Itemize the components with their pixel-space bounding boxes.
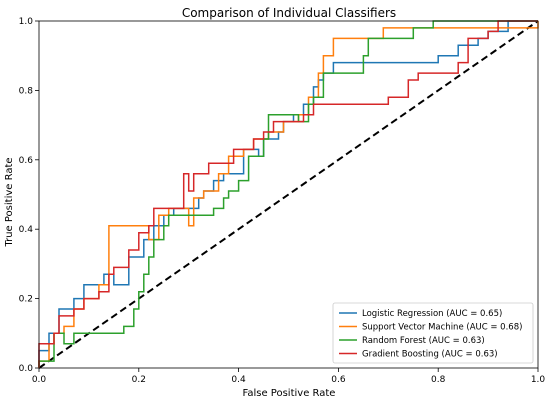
x-tick-label: 0.0 bbox=[32, 375, 47, 385]
x-tick-label: 1.0 bbox=[531, 375, 546, 385]
y-tick-label: 0.6 bbox=[19, 156, 34, 166]
legend: Logistic Regression (AUC = 0.65) Support … bbox=[332, 302, 534, 364]
x-axis-label: False Positive Rate bbox=[243, 388, 336, 399]
y-axis-label: True Positive Rate bbox=[4, 157, 15, 247]
y-tick-label: 0.8 bbox=[19, 86, 34, 96]
x-tick-label: 0.6 bbox=[331, 375, 346, 385]
chart-title: Comparison of Individual Classifiers bbox=[182, 6, 396, 20]
series-line-0 bbox=[38, 20, 538, 368]
legend-entry-2: Random Forest (AUC = 0.63) bbox=[362, 336, 485, 346]
x-tick-label: 0.4 bbox=[231, 375, 246, 385]
legend-entry-1: Support Vector Machine (AUC = 0.68) bbox=[362, 323, 522, 333]
y-tick-label: 0.2 bbox=[19, 295, 33, 305]
diagonal-reference-line bbox=[38, 20, 539, 369]
x-tick-label: 0.8 bbox=[431, 375, 446, 385]
series-line-2 bbox=[38, 20, 538, 368]
plot-area: 0.0 0.2 0.4 0.6 0.8 1.0 0.0 0.2 0.4 0.6 0.8 1.0 bbox=[19, 17, 546, 385]
legend-entry-0: Logistic Regression (AUC = 0.65) bbox=[362, 309, 502, 319]
y-tick-label: 1.0 bbox=[19, 17, 34, 27]
plot-frame bbox=[38, 20, 539, 369]
legend-entry-3: Gradient Boosting (AUC = 0.63) bbox=[362, 350, 498, 360]
series-line-3 bbox=[38, 20, 538, 368]
legend-box bbox=[332, 302, 534, 364]
y-tick-label: 0.0 bbox=[19, 364, 34, 374]
y-tick-label: 0.4 bbox=[19, 225, 34, 235]
x-tick-label: 0.2 bbox=[132, 375, 146, 385]
